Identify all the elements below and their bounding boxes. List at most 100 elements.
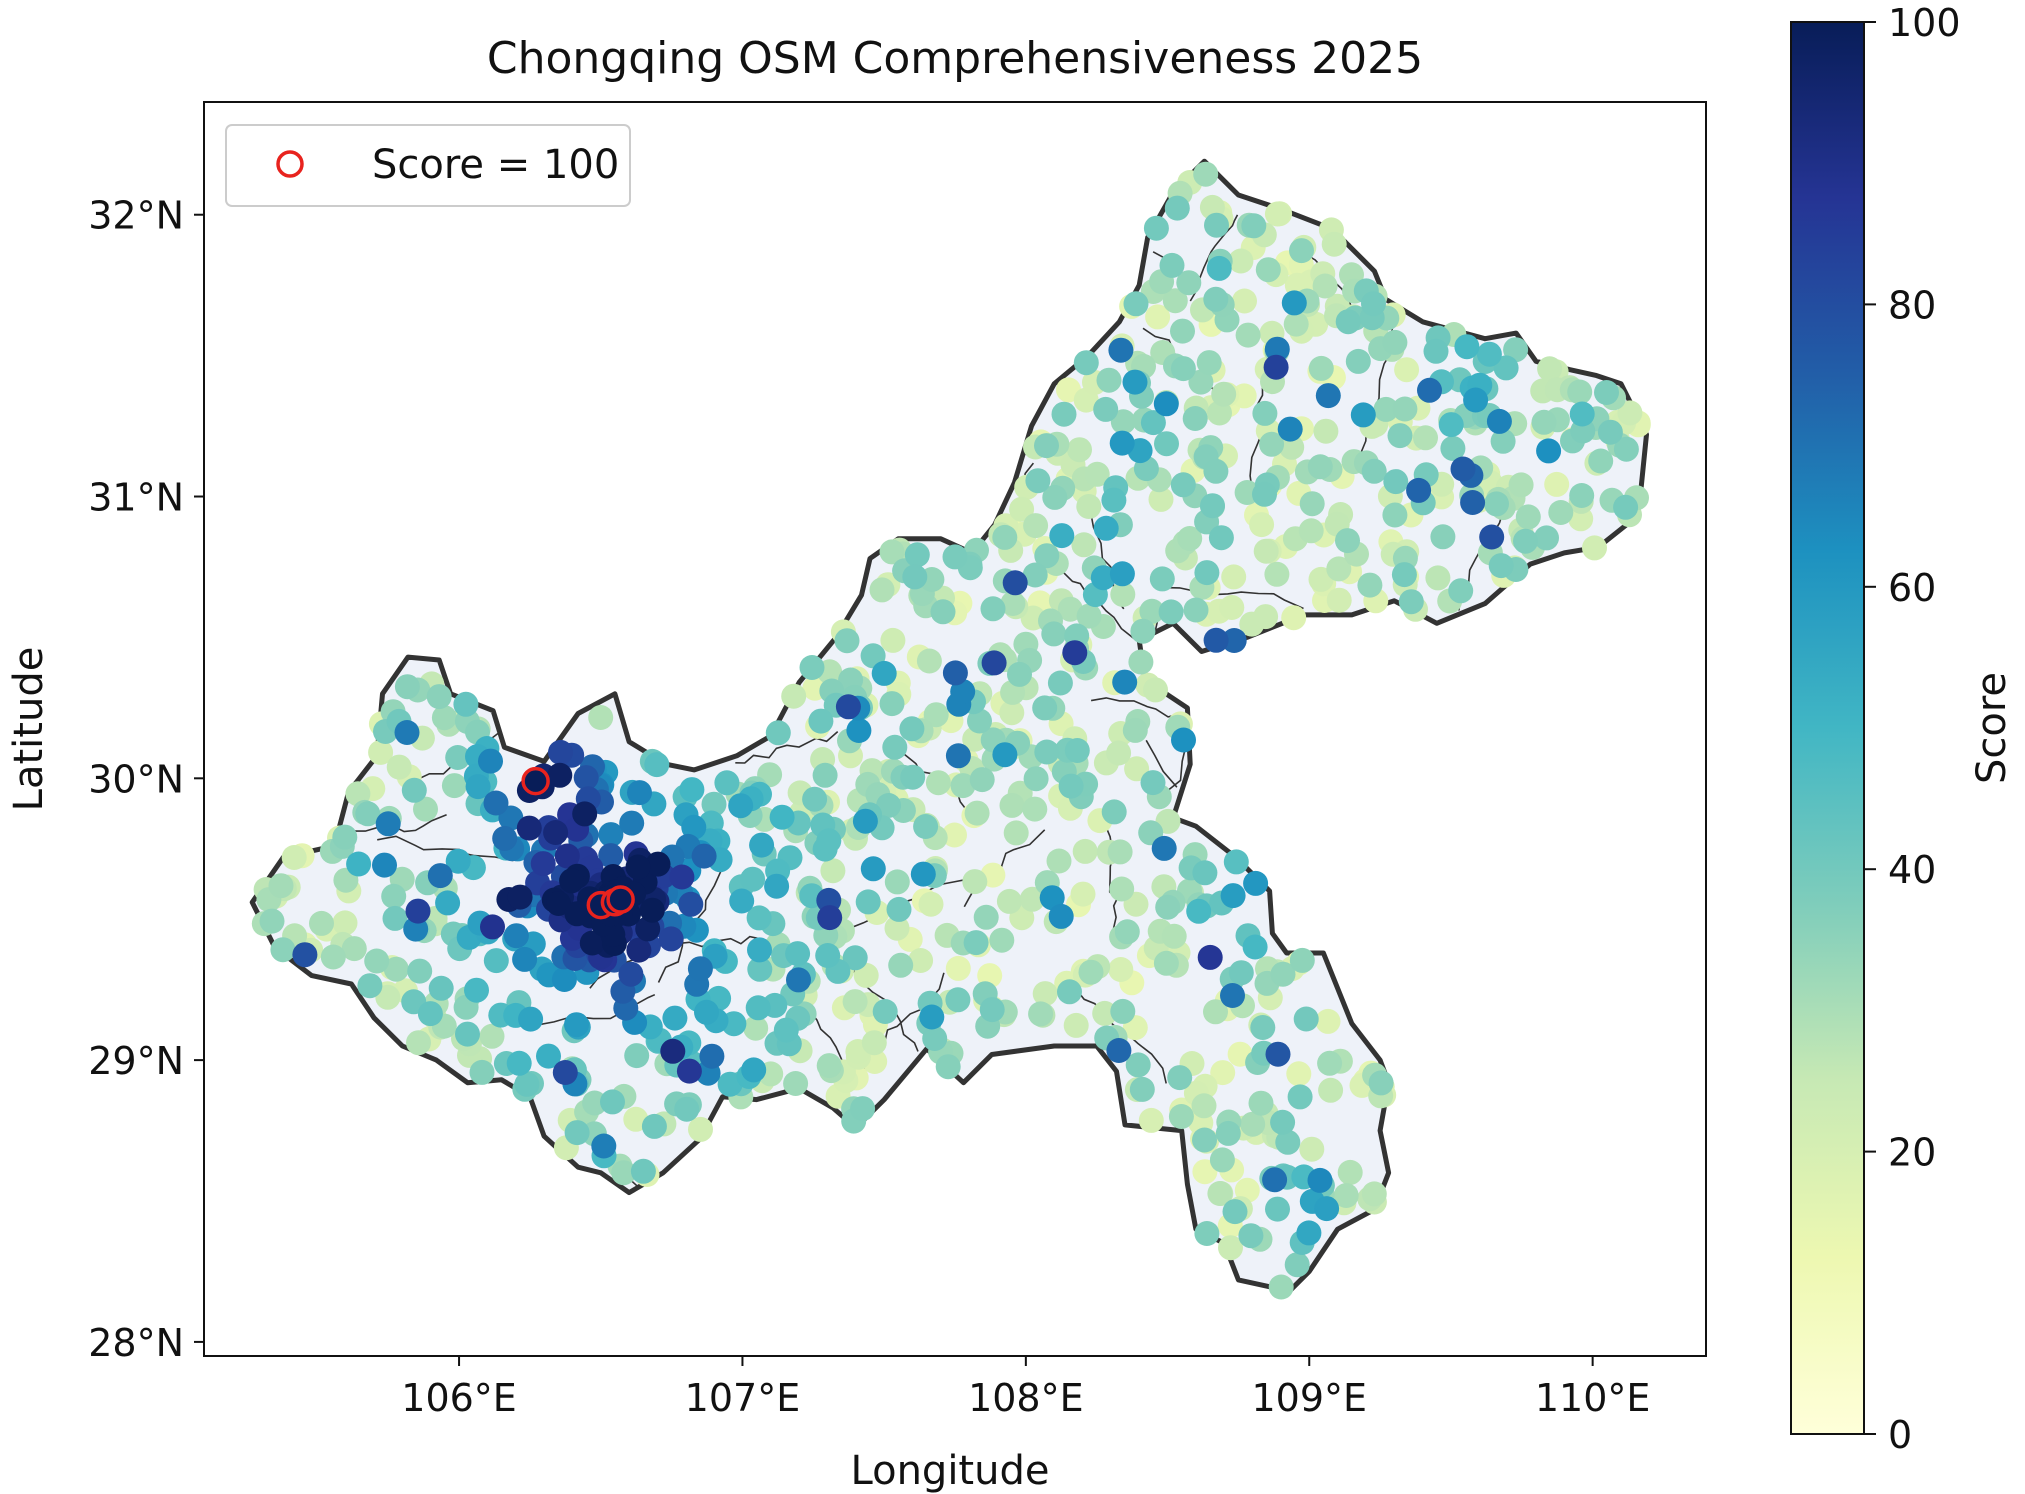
score-point <box>375 811 401 837</box>
score-point <box>1072 838 1098 864</box>
score-point <box>1162 288 1188 314</box>
score-point <box>876 793 902 818</box>
score-point <box>320 944 346 970</box>
score-point <box>1206 255 1232 281</box>
score-point <box>973 904 999 930</box>
score-point <box>1253 538 1279 564</box>
score-point <box>506 1050 532 1076</box>
score-point <box>996 888 1022 914</box>
score-point <box>1264 336 1290 362</box>
score-point <box>945 955 971 981</box>
score-point <box>1140 770 1166 796</box>
score-point <box>1019 886 1045 912</box>
y-tick-label: 28°N <box>88 1321 184 1365</box>
score-point <box>1003 820 1029 846</box>
score-point <box>1368 1070 1394 1096</box>
score-point <box>962 869 988 895</box>
score-point <box>1143 215 1169 241</box>
score-point <box>1110 409 1136 435</box>
x-tick-label: 108°E <box>968 1376 1084 1420</box>
score-point <box>1263 354 1289 380</box>
score-point <box>355 801 381 827</box>
score-point <box>591 1133 617 1159</box>
score-point <box>1148 486 1174 512</box>
score-point <box>786 967 811 993</box>
score-point <box>834 628 860 654</box>
score-point <box>963 930 989 956</box>
score-point <box>1188 369 1214 395</box>
score-point <box>1110 998 1136 1024</box>
score-point <box>1023 766 1049 792</box>
score-point <box>1047 670 1073 696</box>
score-point <box>1158 599 1184 625</box>
score-point <box>1508 472 1534 498</box>
score-point <box>536 1043 561 1069</box>
score-point <box>1425 565 1451 591</box>
score-point <box>1307 1167 1333 1193</box>
score-point <box>1025 468 1051 494</box>
x-axis-ticks: 106°E 107°E 108°E 109°E 110°E <box>401 1356 1650 1420</box>
score-point <box>1070 881 1096 907</box>
score-point <box>842 945 868 971</box>
score-point <box>1270 961 1296 987</box>
score-point <box>552 1060 578 1085</box>
score-point <box>1296 1220 1322 1246</box>
score-point <box>1335 528 1360 554</box>
score-point <box>1022 562 1048 588</box>
score-point <box>573 765 599 791</box>
score-point <box>435 890 461 916</box>
score-point <box>1298 518 1324 544</box>
score-point <box>546 891 571 916</box>
score-point <box>1039 885 1065 911</box>
score-point <box>635 916 661 942</box>
score-point <box>357 973 383 999</box>
score-point <box>1196 350 1222 376</box>
district-boundary-line <box>735 730 839 764</box>
y-tick-label: 30°N <box>88 757 184 801</box>
score-point <box>728 793 754 819</box>
score-point <box>624 1043 650 1069</box>
score-point <box>1484 491 1509 517</box>
score-point <box>1438 412 1464 438</box>
x-tick-label: 110°E <box>1535 1376 1651 1420</box>
colorbar-gradient <box>1790 21 1865 1435</box>
score-point <box>1194 560 1220 586</box>
score-point <box>427 863 453 889</box>
score-point <box>1159 252 1185 278</box>
score-point <box>1392 396 1418 422</box>
score-point <box>543 820 569 845</box>
score-point <box>1299 491 1325 517</box>
score-point <box>1145 304 1171 330</box>
score-point <box>1255 257 1281 283</box>
score-point <box>916 648 942 674</box>
score-point <box>1139 598 1165 624</box>
score-point <box>1430 524 1456 550</box>
score-point <box>281 845 307 870</box>
score-point <box>1057 596 1083 622</box>
plot-area: 106°E 107°E 108°E 109°E 110°E 28°N 29°N 30°N 31… <box>88 101 1707 1420</box>
colorbar-label: Score <box>1969 672 2015 784</box>
score-point <box>1220 983 1245 1008</box>
y-axis-label: Latitude <box>6 647 52 812</box>
score-point <box>1109 561 1135 587</box>
score-point <box>882 734 908 760</box>
score-point <box>639 897 665 923</box>
score-point <box>992 524 1018 550</box>
score-point <box>1170 356 1196 382</box>
score-point <box>394 720 420 745</box>
x-tick-label: 107°E <box>685 1376 801 1420</box>
score-point <box>1268 1274 1294 1300</box>
score-point <box>925 770 951 796</box>
score-point <box>1284 1252 1310 1278</box>
score-point <box>1154 431 1179 457</box>
score-point <box>992 742 1018 768</box>
score-point <box>1248 1090 1274 1116</box>
plot-frame <box>203 101 1707 1357</box>
score-point <box>880 627 906 653</box>
score-point <box>1357 572 1383 598</box>
score-point <box>1112 669 1138 695</box>
score-point <box>1242 934 1268 960</box>
score-point <box>1423 338 1449 364</box>
score-point <box>950 773 976 799</box>
